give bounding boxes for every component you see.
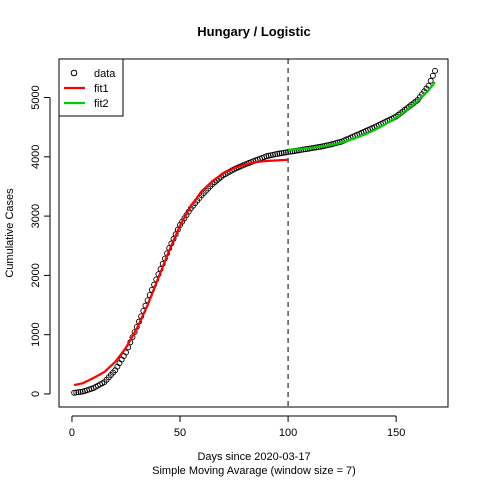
data-point: [71, 389, 78, 396]
fit2-line: [288, 81, 436, 151]
plot-frame: [58, 58, 449, 408]
data-point: [272, 151, 279, 158]
legend-label: fit2: [94, 98, 109, 110]
y-tick-label: 4000: [30, 145, 42, 169]
data-point: [280, 149, 287, 156]
data-point: [73, 389, 80, 396]
y-tick-label: 1000: [30, 322, 42, 346]
data-point: [267, 152, 274, 159]
legend-symbol: [70, 69, 78, 77]
chart-title: Hungary / Logistic: [197, 24, 310, 39]
data-point: [75, 389, 82, 396]
x-tick-label: 150: [387, 427, 405, 439]
fit1-line: [73, 158, 289, 387]
data-point: [274, 150, 281, 157]
data-point: [265, 152, 272, 159]
data-point: [427, 77, 434, 84]
y-tick-label: 2000: [30, 263, 42, 287]
data-point: [278, 150, 285, 157]
data-point: [432, 67, 438, 74]
data-point: [270, 151, 276, 158]
x-tick-label: 50: [174, 427, 186, 439]
data-point: [263, 153, 270, 160]
y-tick-label: 5000: [30, 85, 42, 109]
axes: 0 50 100 150 0 1000 2000 3000 4000 5000: [30, 85, 405, 439]
legend: data fit1 fit2: [58, 58, 124, 117]
x-tick-label: 0: [69, 427, 75, 439]
legend-label: fit1: [94, 83, 109, 95]
y-tick-label: 0: [30, 391, 42, 397]
data-point: [429, 72, 436, 79]
data-point: [77, 388, 84, 395]
y-axis-label: Cumulative Cases: [4, 188, 16, 278]
x-axis-label: Days since 2020-03-17: [197, 451, 310, 463]
x-tick-label: 100: [279, 427, 297, 439]
data-point: [282, 149, 289, 156]
x-axis-sublabel: Simple Moving Avarage (window size = 7): [152, 465, 356, 477]
y-tick-label: 3000: [30, 204, 42, 228]
plot-area: [71, 59, 438, 407]
legend-label: data: [94, 68, 116, 80]
data-point: [276, 150, 283, 157]
